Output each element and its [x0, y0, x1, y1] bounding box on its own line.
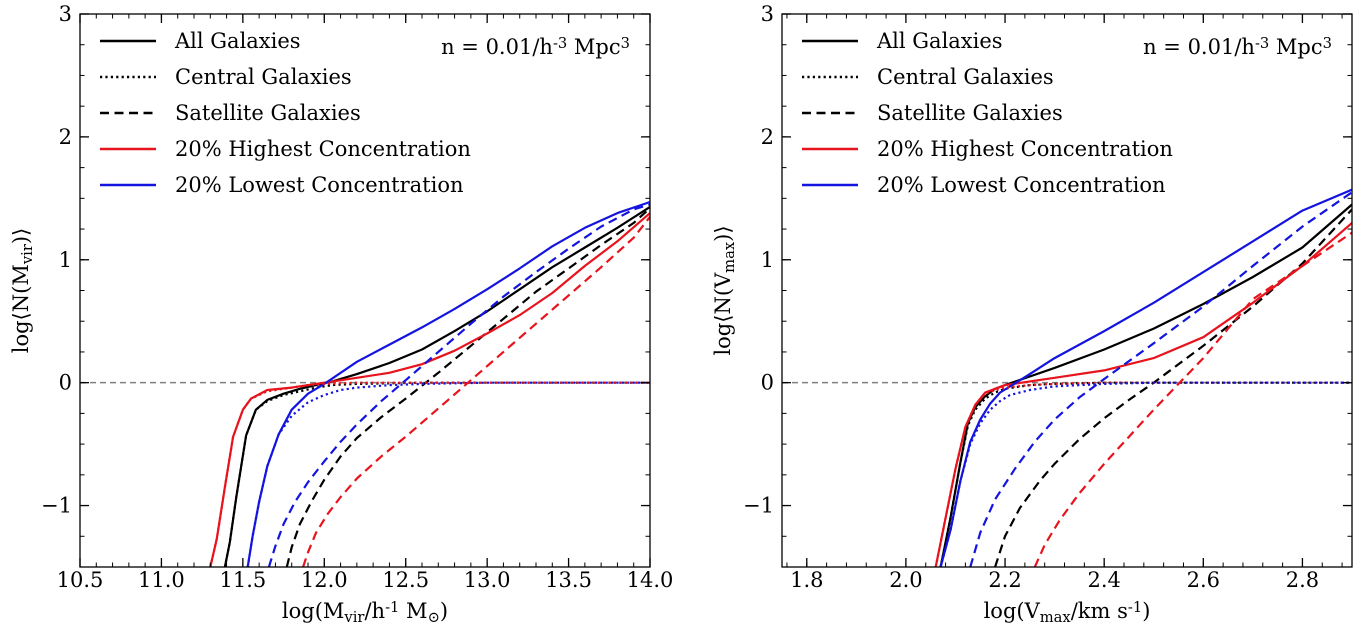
legend: All Galaxies Central Galaxies Satellite Ga… — [802, 29, 1173, 197]
x-tick-label: 12.5 — [382, 568, 429, 592]
legend-label: All Galaxies — [174, 29, 301, 53]
y-tick-label: 1 — [59, 248, 72, 272]
series-line-2 — [939, 381, 1352, 567]
legend-label: Satellite Galaxies — [175, 101, 361, 125]
x-tick-label: 14.0 — [627, 568, 674, 592]
series-line-6 — [934, 381, 1352, 567]
x-tick-label: 13.0 — [464, 568, 511, 592]
legend: All Galaxies Central Galaxies Satellite Ga… — [100, 29, 471, 197]
x-tick-label: 13.5 — [545, 568, 592, 592]
x-tick-label: 2.8 — [1286, 568, 1319, 592]
series-group — [209, 200, 650, 567]
x-tick-label: 10.5 — [57, 568, 104, 592]
series-line-3 — [285, 207, 650, 567]
density-annotation: n = 0.01/h-3 Mpc3 — [441, 35, 630, 59]
y-tick-label: 1 — [761, 248, 774, 272]
y-tick-label: 2 — [761, 125, 774, 149]
axis-ticks: 10.5 11.0 11.5 12.0 12.5 13.0 13.5 14.0 −1 0 1 2 3 — [41, 2, 673, 592]
series-line-5 — [246, 200, 650, 567]
y-axis-label: log⟨N(Vmax)⟩ — [711, 225, 738, 355]
y-tick-label: 0 — [761, 371, 774, 395]
legend-label: 20% Highest Concentration — [877, 137, 1173, 161]
x-tick-label: 2.4 — [1087, 568, 1120, 592]
plot-frame — [79, 13, 651, 568]
series-line-1 — [223, 205, 650, 567]
y-tick-label: 3 — [59, 2, 72, 26]
series-line-9 — [267, 203, 650, 567]
series-line-3 — [994, 208, 1352, 567]
y-tick-label: 2 — [59, 125, 72, 149]
legend-label: 20% Lowest Concentration — [175, 173, 464, 197]
x-tick-label: 1.8 — [790, 568, 823, 592]
series-line-7 — [246, 381, 650, 567]
series-line-5 — [939, 188, 1352, 567]
series-line-9 — [969, 191, 1352, 567]
plot-frame — [781, 13, 1353, 568]
series-line-8 — [1033, 231, 1352, 567]
legend-label: All Galaxies — [876, 29, 1003, 53]
series-line-7 — [939, 381, 1352, 567]
chart-panel-2: 1.8 2.0 2.2 2.4 2.6 2.8 −1 0 1 2 3 log(Vmax/km s-1)… — [711, 2, 1353, 626]
legend-label: 20% Lowest Concentration — [877, 173, 1166, 197]
legend-label: Central Galaxies — [175, 65, 352, 89]
legend-label: Satellite Galaxies — [877, 101, 1063, 125]
legend-label: 20% Highest Concentration — [175, 137, 471, 161]
x-tick-label: 11.0 — [138, 568, 185, 592]
series-line-6 — [209, 381, 650, 567]
series-line-8 — [302, 216, 650, 567]
chart-panel-1: 10.5 11.0 11.5 12.0 12.5 13.0 13.5 14.0 −1 0 1 2 3 lo… — [9, 2, 673, 626]
y-tick-label: −1 — [41, 494, 72, 518]
x-tick-label: 2.2 — [988, 568, 1021, 592]
density-annotation: n = 0.01/h-3 Mpc3 — [1143, 35, 1332, 59]
x-axis-label: log(Mvir/h-1 M⊙) — [282, 599, 448, 626]
y-tick-label: 0 — [59, 371, 72, 395]
y-tick-label: −1 — [743, 494, 774, 518]
legend-label: Central Galaxies — [877, 65, 1054, 89]
x-tick-label: 11.5 — [219, 568, 266, 592]
y-tick-label: 3 — [761, 2, 774, 26]
series-group — [934, 188, 1352, 567]
x-tick-label: 2.6 — [1187, 568, 1220, 592]
x-tick-label: 2.0 — [889, 568, 922, 592]
x-tick-label: 12.0 — [301, 568, 348, 592]
x-axis-label: log(Vmax/km s-1) — [984, 599, 1151, 626]
y-axis-label: log⟨N(Mvir)⟩ — [9, 228, 36, 354]
